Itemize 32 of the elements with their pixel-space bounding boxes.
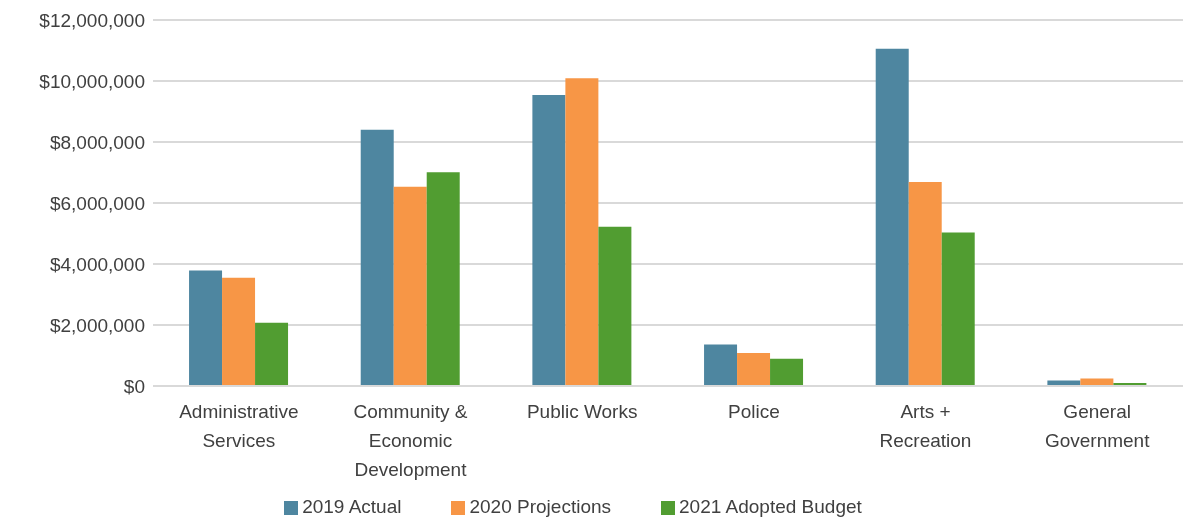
legend-label: 2020 Projections <box>469 496 612 517</box>
bar <box>222 277 256 386</box>
y-tick-label: $12,000,000 <box>39 9 145 31</box>
bar <box>875 48 909 386</box>
y-tick-label: $8,000,000 <box>49 131 145 153</box>
x-tick-label: Arts + Recreation <box>879 401 972 451</box>
y-tick-label: $2,000,000 <box>49 314 145 336</box>
x-tick-label: Public Works <box>526 401 638 422</box>
y-tick-label: $6,000,000 <box>49 192 145 214</box>
bar <box>426 172 460 386</box>
legend-label: 2021 Adopted Budget <box>679 496 862 517</box>
bar <box>737 353 771 386</box>
bar <box>704 344 738 386</box>
bar <box>1080 378 1114 386</box>
bar <box>908 181 942 386</box>
y-tick-label: $4,000,000 <box>49 253 145 275</box>
x-tick-label: Police <box>727 401 780 422</box>
bar <box>255 322 289 386</box>
bar <box>941 232 975 386</box>
bar <box>770 358 804 386</box>
x-tick-label: Administrative Services <box>179 401 299 451</box>
y-tick-label: $0 <box>123 375 145 397</box>
bar <box>598 226 632 386</box>
x-tick-label: General Government <box>1044 401 1151 451</box>
bar <box>532 95 566 386</box>
bar <box>565 78 599 386</box>
bar <box>189 270 223 386</box>
y-tick-label: $10,000,000 <box>39 70 145 92</box>
legend-label: 2019 Actual <box>302 496 402 517</box>
x-tick-label: Community & Economic Development <box>353 401 468 480</box>
bar <box>360 129 394 386</box>
bar <box>393 186 427 386</box>
